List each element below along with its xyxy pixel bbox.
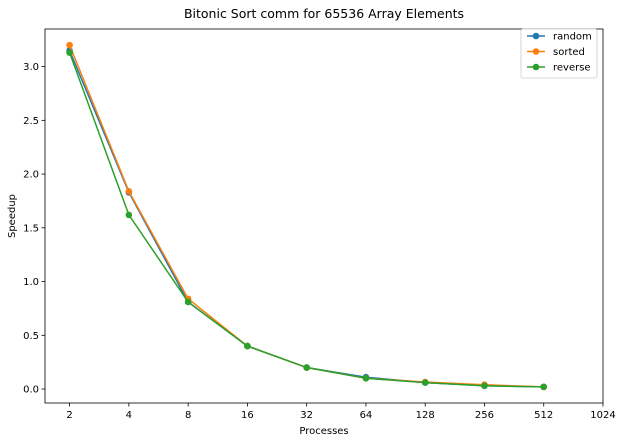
x-axis-label: Processes bbox=[299, 426, 348, 437]
x-tick-label: 32 bbox=[300, 410, 313, 421]
y-axis-label: Speedup bbox=[7, 194, 18, 238]
y-tick-label: 3.0 bbox=[23, 62, 39, 73]
x-tick-label: 1024 bbox=[590, 410, 615, 421]
x-tick-label: 256 bbox=[475, 410, 494, 421]
x-tick-label: 8 bbox=[185, 410, 191, 421]
y-tick-label: 0.0 bbox=[23, 385, 39, 396]
data-point bbox=[66, 41, 73, 49]
y-tick-label: 1.5 bbox=[23, 223, 39, 234]
data-point bbox=[125, 187, 133, 195]
legend-item-random: random bbox=[527, 32, 592, 43]
data-point bbox=[421, 379, 429, 386]
legend-marker bbox=[532, 63, 540, 71]
x-tick-label: 128 bbox=[416, 410, 435, 421]
legend-label: random bbox=[553, 32, 592, 43]
data-point bbox=[481, 382, 488, 390]
data-point bbox=[66, 49, 73, 56]
data-point bbox=[125, 211, 133, 219]
plot-area bbox=[44, 28, 604, 404]
legend-label: reverse bbox=[553, 63, 591, 74]
data-point bbox=[303, 364, 310, 371]
series-reverse bbox=[66, 49, 548, 391]
y-tick-label: 2.5 bbox=[23, 116, 39, 127]
y-tick-label: 2.0 bbox=[23, 170, 39, 181]
chart-title: Bitonic Sort comm for 65536 Array Elemen… bbox=[184, 6, 464, 21]
legend-marker bbox=[532, 32, 540, 40]
x-tick-label: 4 bbox=[126, 410, 132, 421]
data-point bbox=[184, 298, 192, 306]
data-point bbox=[244, 342, 251, 350]
legend-item-sorted: sorted bbox=[527, 47, 585, 58]
data-point bbox=[540, 383, 548, 391]
x-tick-label: 16 bbox=[241, 410, 254, 421]
legend-label: sorted bbox=[553, 47, 585, 58]
y-axis: 0.0 0.5 1.0 1.5 2.0 2.5 3.0 bbox=[23, 62, 45, 396]
legend-item-reverse: reverse bbox=[527, 63, 591, 74]
legend-marker bbox=[532, 48, 540, 55]
x-axis: 2 4 8 16 32 64 128 256 512 1024 bbox=[66, 403, 616, 421]
x-tick-label: 512 bbox=[534, 410, 553, 421]
y-tick-label: 1.0 bbox=[23, 277, 39, 288]
x-tick-label: 2 bbox=[66, 410, 72, 421]
legend-box bbox=[520, 28, 598, 79]
series-layer bbox=[66, 41, 548, 391]
data-point bbox=[362, 374, 370, 382]
x-tick-label: 64 bbox=[360, 410, 373, 421]
y-tick-label: 0.5 bbox=[23, 331, 39, 342]
legend: random sorted reverse bbox=[520, 28, 598, 79]
